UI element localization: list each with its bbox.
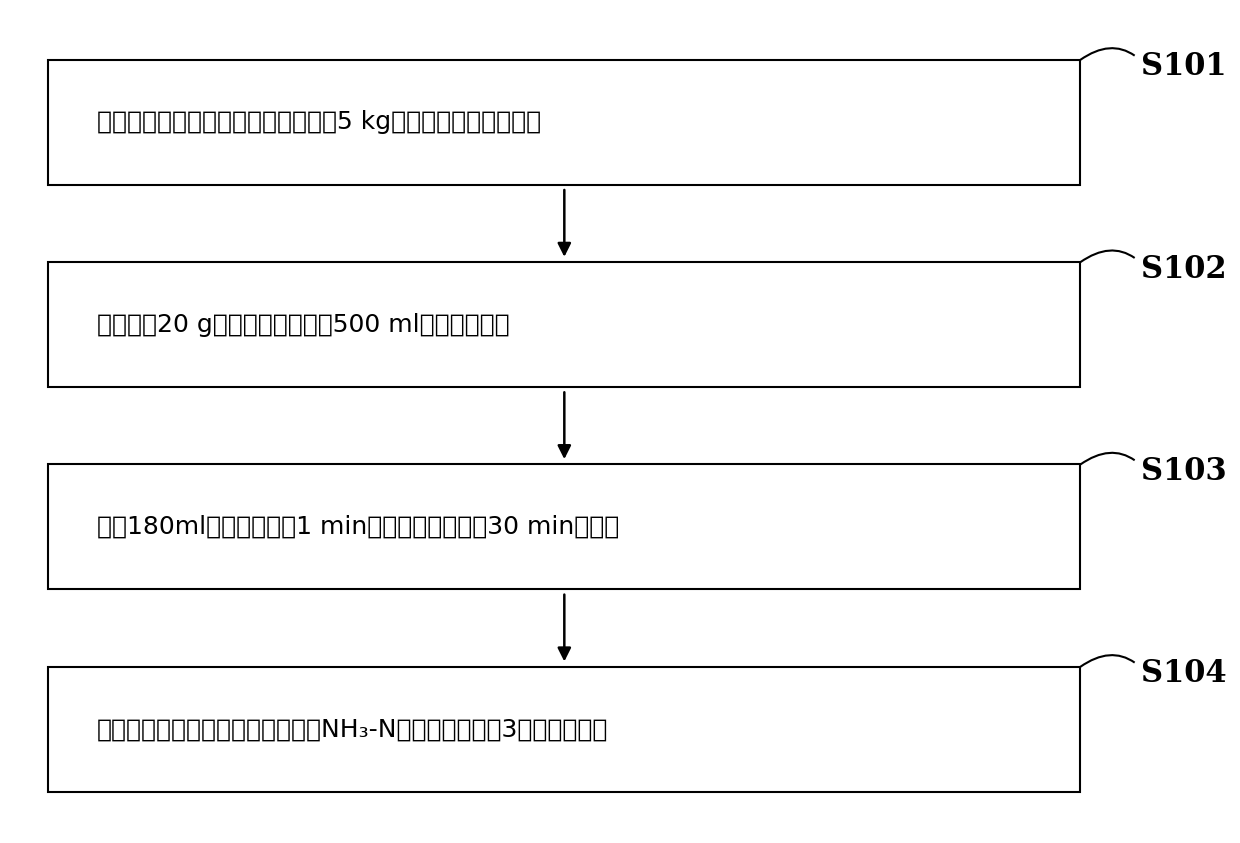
Text: 用分光光度计测定浸提液的氨态氯NH₃-N含量，重复测刷3次，取平均值: 用分光光度计测定浸提液的氨态氯NH₃-N含量，重复测刷3次，取平均值 [97,717,608,741]
Text: S104: S104 [1141,658,1226,690]
Bar [48,60,1080,185]
Text: 将采集的玉米青贮用四分法缩减为分5 kg，并混匀作为试验样品: 将采集的玉米青贮用四分法缩减为分5 kg，并混匀作为试验样品 [97,110,541,134]
Bar [48,262,1080,387]
Text: S102: S102 [1141,254,1226,285]
Bar [48,464,1080,589]
Text: S103: S103 [1141,456,1226,487]
Text: S101: S101 [1141,51,1226,83]
Text: 加入180ml蜗馏水，搅拌1 min后室温条件下静置30 min，过滤: 加入180ml蜗馏水，搅拌1 min后室温条件下静置30 min，过滤 [97,515,619,539]
Text: 准确称取20 g青贮样品，放置在500 ml的玻璃烧杯中: 准确称取20 g青贮样品，放置在500 ml的玻璃烧杯中 [97,313,510,336]
Bar [48,667,1080,792]
